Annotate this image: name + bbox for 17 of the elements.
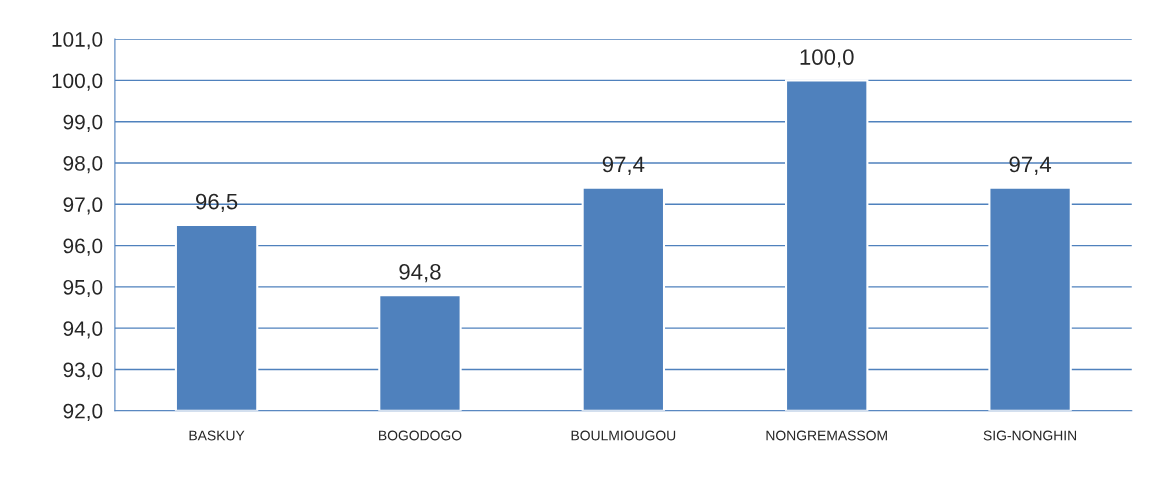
y-tick-label: 96,0: [63, 238, 103, 256]
y-tick-label: 100,0: [52, 73, 103, 91]
x-tick-label: SIG-NONGHIN: [983, 430, 1077, 441]
x-tick-label: NONGREMASSOM: [766, 430, 887, 441]
y-tick-label: 99,0: [63, 114, 103, 132]
y-tick-label: 93,0: [63, 362, 103, 380]
y-tick-label: 97,0: [63, 197, 103, 215]
x-tick-label: BOULMIOUGOU: [571, 430, 676, 441]
y-tick-label: 98,0: [63, 156, 103, 174]
y-tick-label: 95,0: [63, 279, 103, 298]
data-label: 94,8: [399, 263, 441, 283]
data-label: 100,0: [800, 49, 854, 68]
y-tick-label: 101,0: [52, 32, 103, 50]
y-tick-label: 92,0: [63, 403, 103, 421]
y-tick-label: 94,0: [63, 321, 103, 339]
x-tick-label: BOGODOGO: [379, 430, 462, 441]
x-tick-label: BASKUY: [189, 430, 245, 441]
